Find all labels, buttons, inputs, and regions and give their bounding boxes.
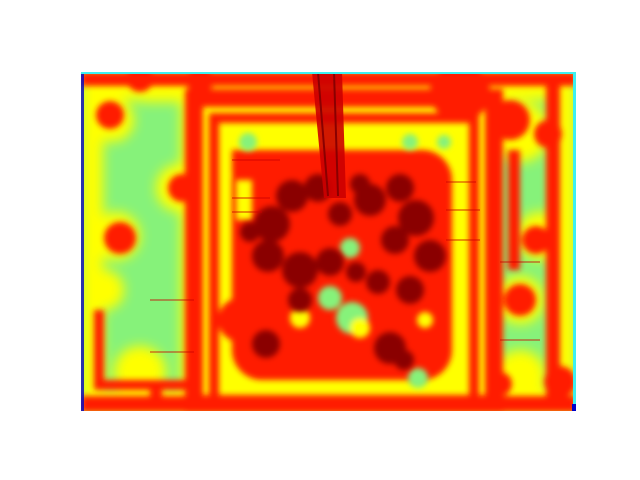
heatmap-vertical-streak [312,72,346,198]
heatmap-cold-edge-top [81,72,576,74]
heatmap-cold-edge-left [81,72,84,411]
heatmap-inner-gaps [236,133,451,388]
heatmap-plot-area [81,72,576,411]
heatmap-scanline-texture [150,159,540,353]
heatmap-peak-layer [240,174,446,370]
heatmap-cold-corner [572,404,576,411]
heatmap-cold-edge-right [573,72,576,411]
